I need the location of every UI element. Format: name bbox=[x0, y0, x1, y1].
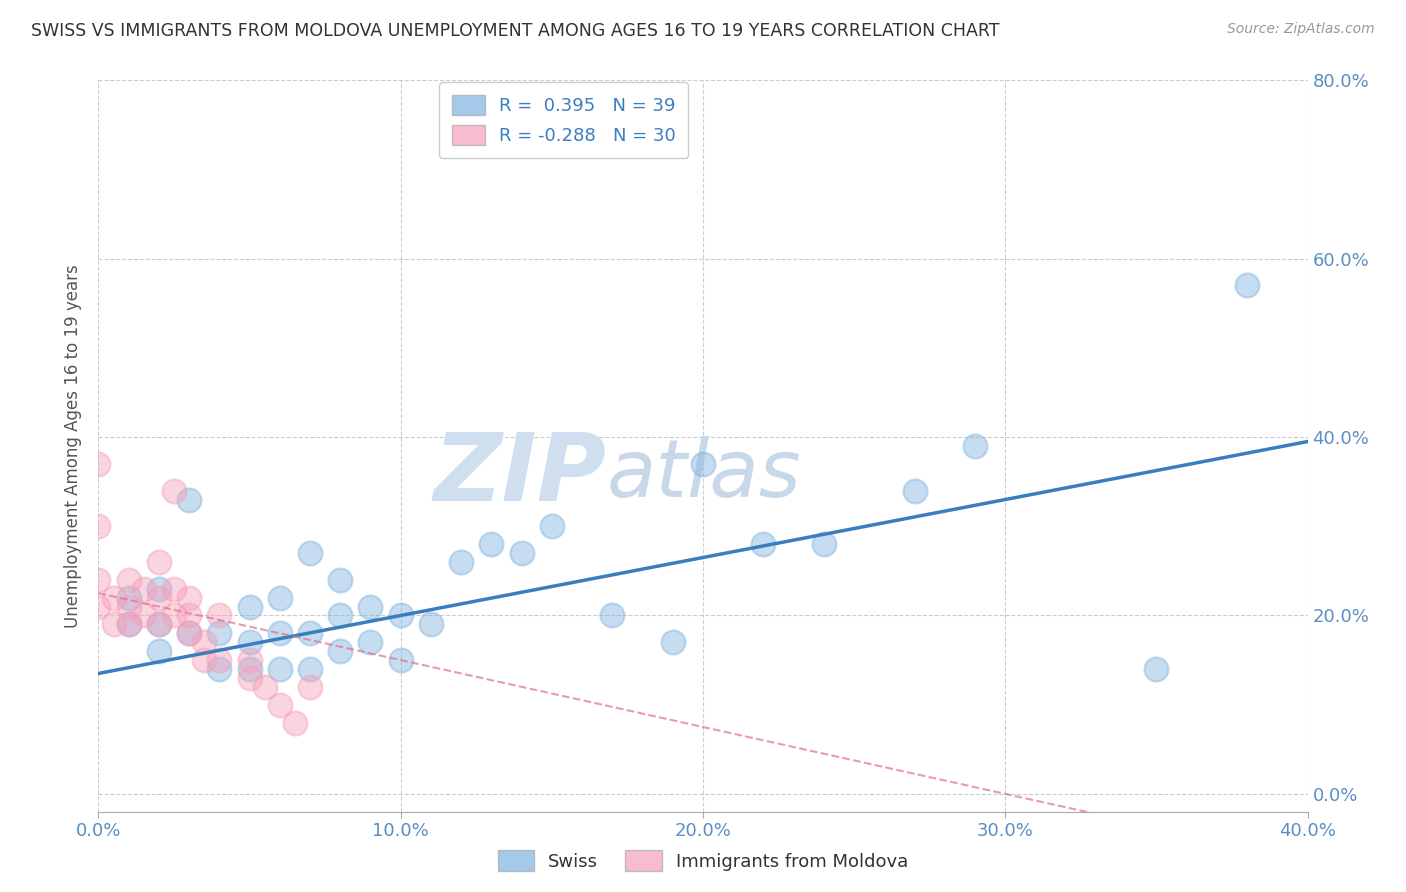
Point bbox=[1236, 278, 1258, 293]
Point bbox=[329, 608, 352, 623]
Point bbox=[208, 662, 231, 676]
Legend: Swiss, Immigrants from Moldova: Swiss, Immigrants from Moldova bbox=[491, 843, 915, 879]
Point bbox=[389, 608, 412, 623]
Point bbox=[208, 626, 231, 640]
Point bbox=[148, 555, 170, 569]
Point bbox=[360, 599, 382, 614]
Point bbox=[269, 626, 291, 640]
Point bbox=[661, 635, 683, 649]
Point bbox=[87, 519, 110, 533]
Point bbox=[299, 546, 322, 560]
Point bbox=[813, 537, 835, 551]
Text: Source: ZipAtlas.com: Source: ZipAtlas.com bbox=[1227, 22, 1375, 37]
Point bbox=[179, 608, 201, 623]
Point bbox=[904, 483, 927, 498]
Point bbox=[299, 680, 322, 694]
Point bbox=[420, 617, 443, 632]
Point bbox=[239, 635, 262, 649]
Point bbox=[87, 599, 110, 614]
Point bbox=[118, 591, 141, 605]
Point bbox=[299, 626, 322, 640]
Point bbox=[179, 591, 201, 605]
Point bbox=[329, 644, 352, 658]
Point bbox=[692, 457, 714, 471]
Point bbox=[163, 608, 186, 623]
Point bbox=[269, 591, 291, 605]
Point bbox=[179, 626, 201, 640]
Point bbox=[752, 537, 775, 551]
Point bbox=[179, 492, 201, 507]
Point bbox=[132, 582, 155, 596]
Point bbox=[239, 653, 262, 667]
Point bbox=[118, 617, 141, 632]
Point bbox=[269, 698, 291, 712]
Point bbox=[208, 653, 231, 667]
Point bbox=[208, 608, 231, 623]
Point bbox=[239, 599, 262, 614]
Text: ZIP: ZIP bbox=[433, 429, 606, 521]
Text: atlas: atlas bbox=[606, 436, 801, 515]
Point bbox=[284, 715, 307, 730]
Point bbox=[329, 573, 352, 587]
Point bbox=[148, 644, 170, 658]
Point bbox=[132, 608, 155, 623]
Point bbox=[193, 635, 215, 649]
Point bbox=[163, 582, 186, 596]
Y-axis label: Unemployment Among Ages 16 to 19 years: Unemployment Among Ages 16 to 19 years bbox=[63, 264, 82, 628]
Point bbox=[510, 546, 533, 560]
Point bbox=[299, 662, 322, 676]
Point bbox=[148, 617, 170, 632]
Point bbox=[118, 617, 141, 632]
Point bbox=[269, 662, 291, 676]
Point bbox=[450, 555, 472, 569]
Point bbox=[148, 591, 170, 605]
Point bbox=[103, 591, 125, 605]
Point bbox=[602, 608, 624, 623]
Point bbox=[239, 671, 262, 685]
Point bbox=[148, 617, 170, 632]
Point bbox=[103, 617, 125, 632]
Point bbox=[239, 662, 262, 676]
Point bbox=[360, 635, 382, 649]
Point bbox=[148, 582, 170, 596]
Point bbox=[179, 626, 201, 640]
Legend: R =  0.395   N = 39, R = -0.288   N = 30: R = 0.395 N = 39, R = -0.288 N = 30 bbox=[440, 82, 689, 158]
Point bbox=[1144, 662, 1167, 676]
Point bbox=[481, 537, 503, 551]
Point bbox=[193, 653, 215, 667]
Point bbox=[540, 519, 562, 533]
Point bbox=[389, 653, 412, 667]
Point bbox=[118, 599, 141, 614]
Point bbox=[163, 483, 186, 498]
Point bbox=[118, 573, 141, 587]
Point bbox=[87, 573, 110, 587]
Point bbox=[253, 680, 276, 694]
Point bbox=[87, 457, 110, 471]
Text: SWISS VS IMMIGRANTS FROM MOLDOVA UNEMPLOYMENT AMONG AGES 16 TO 19 YEARS CORRELAT: SWISS VS IMMIGRANTS FROM MOLDOVA UNEMPLO… bbox=[31, 22, 1000, 40]
Point bbox=[965, 439, 987, 453]
